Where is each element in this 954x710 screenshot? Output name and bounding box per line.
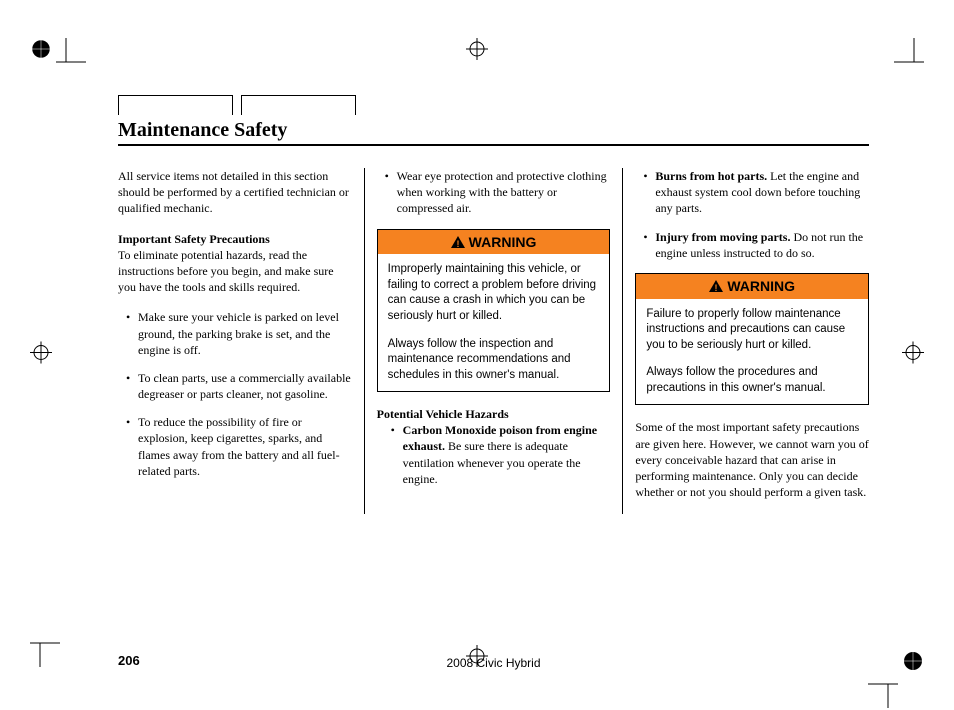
precautions-heading: Important Safety Precautions [118,232,270,246]
page-title: Maintenance Safety [118,119,869,142]
hazard-burns-label: Burns from hot parts. [655,169,767,183]
bullet-item: Wear eye protection and protective cloth… [385,168,611,217]
bullet-item: To reduce the possibility of fire or exp… [126,414,352,479]
svg-text:!: ! [456,239,459,248]
column-1: All service items not detailed in this s… [118,168,365,514]
svg-text:!: ! [715,283,718,292]
warning-label: WARNING [469,233,537,252]
closing-paragraph: Some of the most important safety precau… [635,419,869,500]
warning2-p1: Failure to properly follow maintenance i… [646,307,858,354]
hazards-block: Potential Vehicle Hazards [377,406,611,422]
col1-bullets: Make sure your vehicle is parked on leve… [118,309,352,479]
warning-triangle-icon: ! [709,280,723,292]
tab-blank-2 [241,95,356,115]
page-content: Maintenance Safety All service items not… [118,95,869,630]
warning-triangle-icon: ! [451,236,465,248]
title-row: Maintenance Safety [118,119,869,146]
warning2-p2: Always follow the procedures and precaut… [646,365,858,396]
warning-box-1: ! WARNING Improperly maintaining this ve… [377,229,611,393]
col2-bullets: Wear eye protection and protective cloth… [377,168,611,217]
crosshair-left [30,342,52,369]
warning-header: ! WARNING [378,230,610,255]
column-2: Wear eye protection and protective cloth… [365,168,624,514]
page-footer: 206 2008 Civic Hybrid [118,652,869,670]
registration-mark-tl [30,38,52,65]
hazard-bullets: Carbon Monoxide poison from engine exhau… [377,422,611,487]
warning-body: Failure to properly follow maintenance i… [636,299,868,405]
precautions-intro: To eliminate potential hazards, read the… [118,248,334,294]
hazards-heading: Potential Vehicle Hazards [377,407,509,421]
tab-blank-1 [118,95,233,115]
precautions-block: Important Safety Precautions To eliminat… [118,231,352,296]
column-3: Burns from hot parts. Let the engine and… [623,168,869,514]
col3-bullets: Burns from hot parts. Let the engine and… [635,168,869,261]
crop-mark-bl [30,631,66,672]
intro-paragraph: All service items not detailed in this s… [118,168,352,217]
warning-box-2: ! WARNING Failure to properly follow mai… [635,273,869,405]
crop-mark-tr [888,38,924,79]
warning-label: WARNING [727,277,795,296]
tab-row [118,95,869,115]
warning-p2: Always follow the inspection and mainten… [388,337,600,384]
bullet-item: Make sure your vehicle is parked on leve… [126,309,352,358]
footer-center-text: 2008 Civic Hybrid [446,656,540,670]
hazard-injury-label: Injury from moving parts. [655,230,790,244]
crosshair-top [466,38,488,65]
warning-header: ! WARNING [636,274,868,299]
bullet-item: To clean parts, use a commercially avail… [126,370,352,402]
crosshair-right [902,342,924,369]
hazard-injury: Injury from moving parts. Do not run the… [643,229,869,261]
hazard-co: Carbon Monoxide poison from engine exhau… [391,422,611,487]
page-number: 206 [118,653,140,668]
columns: All service items not detailed in this s… [118,168,869,514]
warning-p1: Improperly maintaining this vehicle, or … [388,262,600,324]
warning-body: Improperly maintaining this vehicle, or … [378,254,610,391]
hazard-burns: Burns from hot parts. Let the engine and… [643,168,869,217]
